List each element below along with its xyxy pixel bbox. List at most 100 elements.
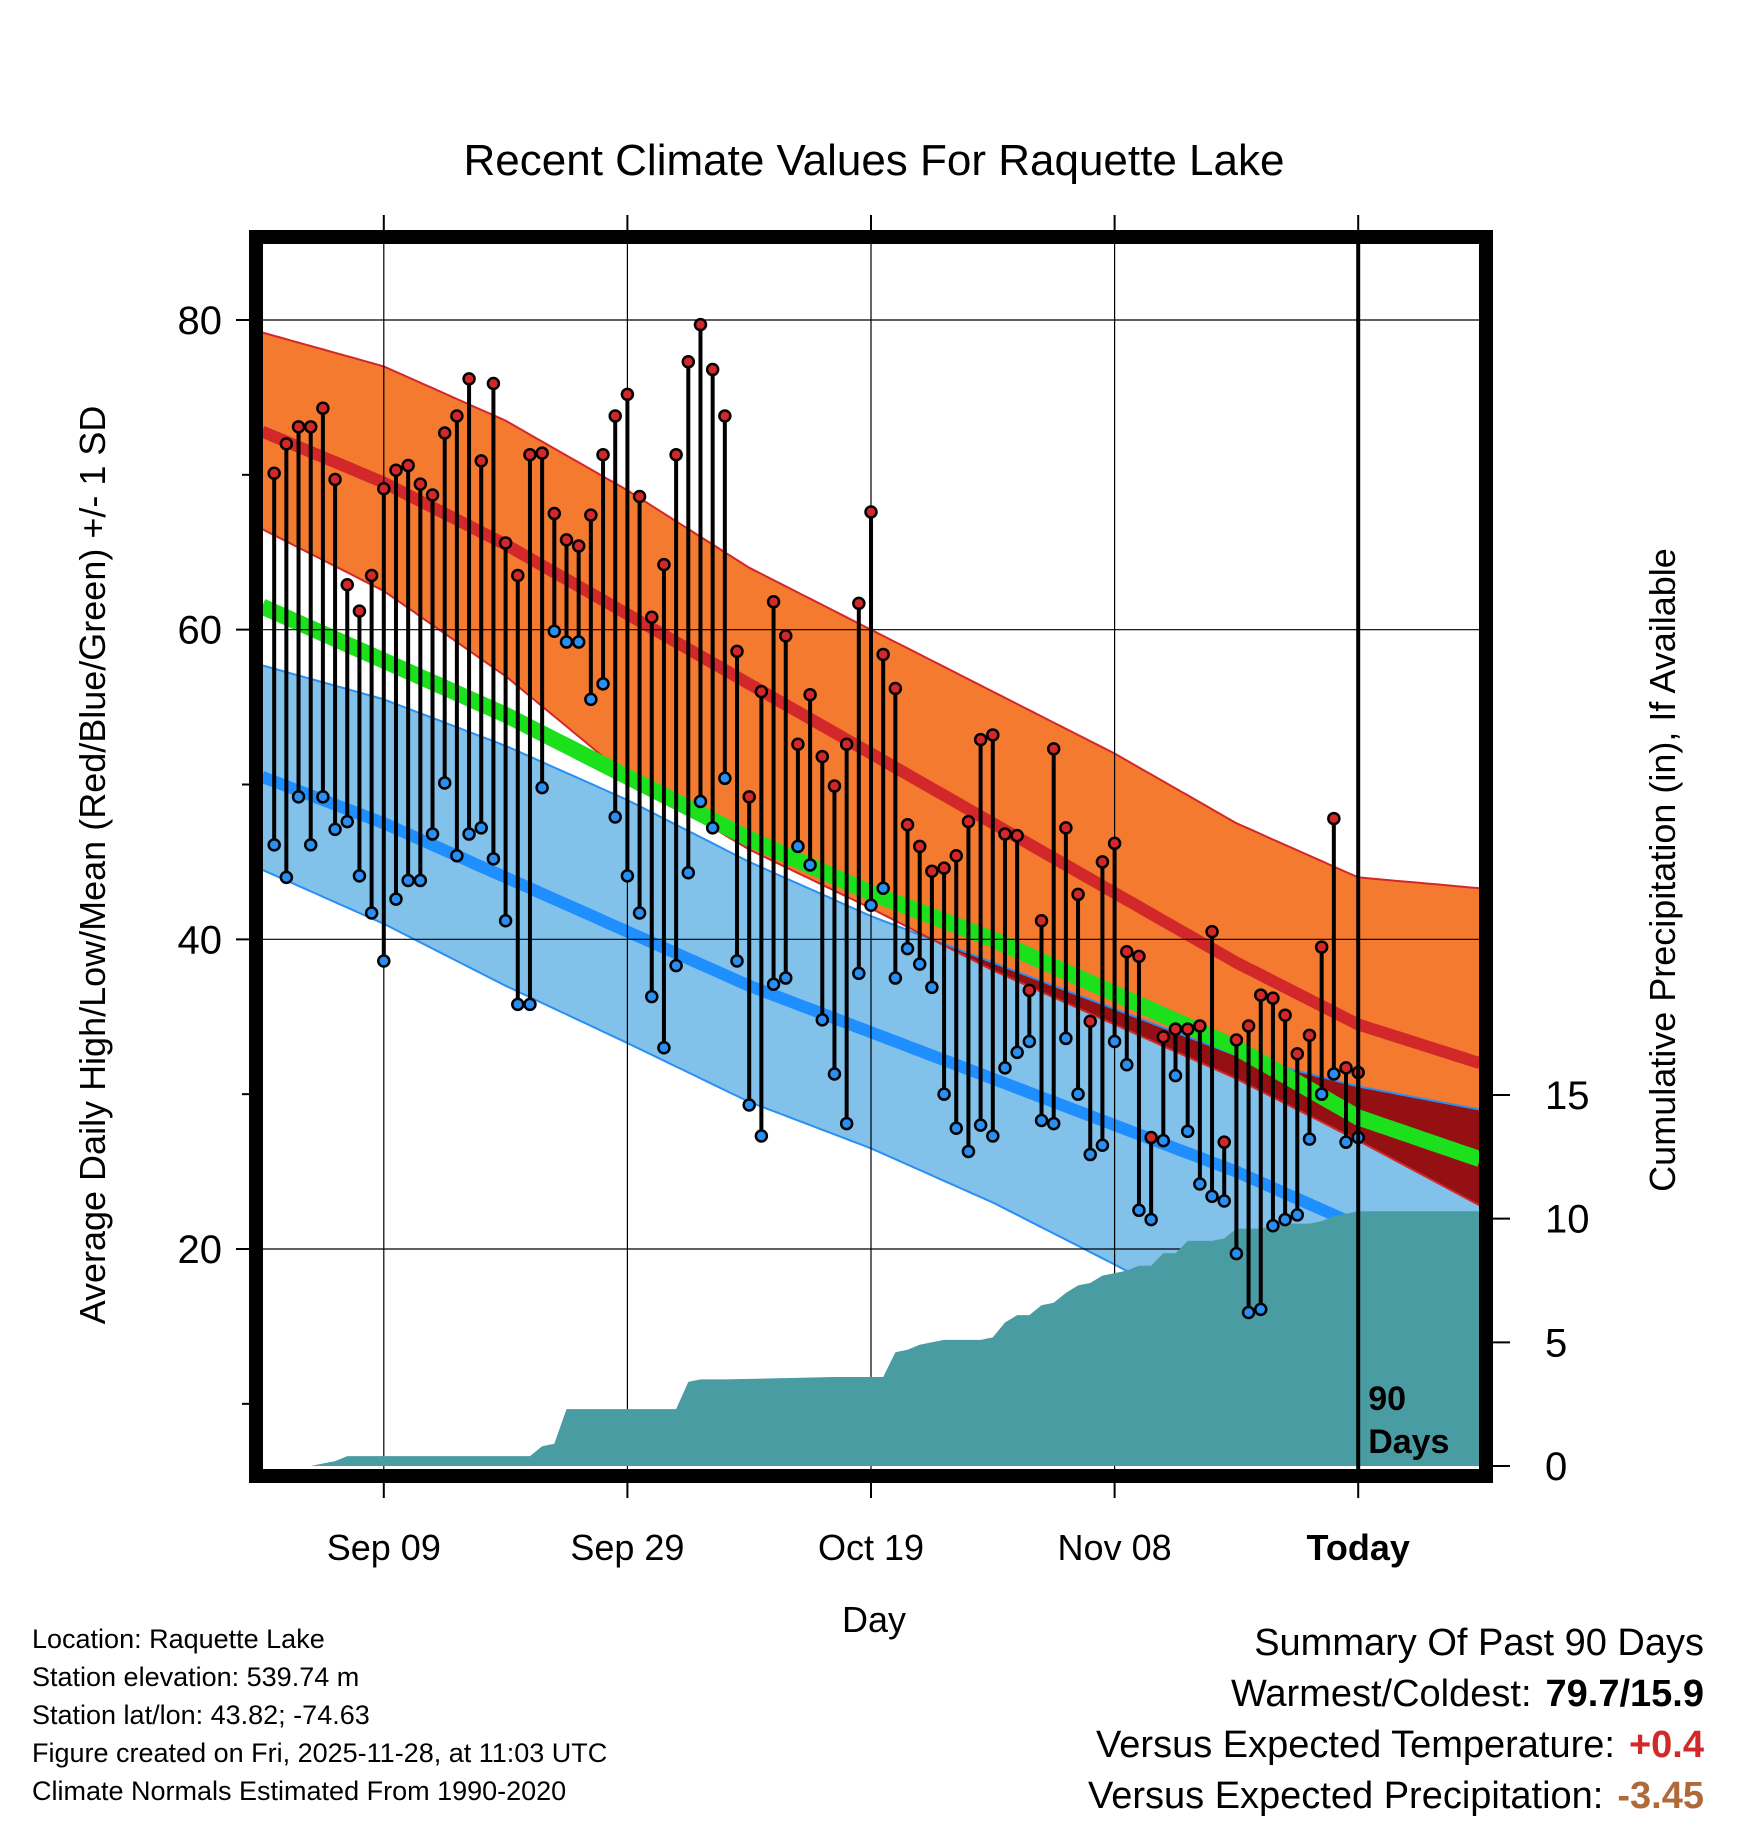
warm-cold-value: 79.7/15.9 [1545,1673,1704,1715]
obs-high-point [1059,821,1073,835]
obs-low-point [316,790,330,804]
obs-low-point [450,848,464,863]
obs-high-point [632,489,647,504]
obs-high-point [1327,811,1341,826]
obs-low-point [1046,1116,1061,1131]
obs-low-point [998,1061,1012,1075]
obs-low-point [1180,1124,1195,1139]
obs-low-point [413,873,428,888]
obs-low-point [535,780,549,795]
obs-low-point [1095,1138,1110,1153]
obs-high-point [791,737,805,751]
obs-high-point [1107,836,1122,851]
obs-high-point [998,827,1012,841]
obs-high-point [839,737,854,751]
obs-high-point [1180,1022,1195,1036]
obs-low-point [1083,1147,1097,1162]
obs-low-point [778,971,793,985]
x-tick-label: Sep 29 [570,1527,684,1568]
obs-low-point [754,1129,769,1143]
obs-low-point [389,892,403,906]
obs-high-point [827,779,842,793]
obs-low-point [925,980,939,995]
obs-low-point [1327,1067,1341,1081]
obs-low-point [267,838,281,852]
obs-high-point [657,557,671,572]
obs-low-point [462,827,476,841]
obs-high-point [1168,1022,1183,1036]
warm-cold-label: Warmest/Coldest: [1230,1673,1532,1715]
obs-high-point [1193,1019,1207,1033]
obs-low-point [839,1116,854,1131]
info-elevation: Station elevation: 539.74 m [32,1662,360,1692]
obs-high-point [876,647,890,662]
obs-low-point [766,977,781,991]
precip-area [262,1211,1480,1466]
obs-low-point [1339,1135,1353,1149]
obs-low-point [401,873,415,888]
obs-high-point [291,420,306,434]
obs-low-point [328,822,342,837]
obs-high-point [498,536,513,550]
obs-low-point [645,989,659,1004]
obs-high-point [681,355,696,369]
obs-high-point [815,749,830,764]
today-label-unit: Days [1368,1423,1449,1461]
obs-high-point [1254,988,1268,1002]
x-tick-label: Today [1307,1527,1410,1568]
obs-low-point [1302,1132,1317,1146]
obs-low-point [1120,1057,1134,1072]
obs-low-point [303,838,318,852]
obs-low-point [949,1121,964,1135]
obs-low-point [718,771,732,786]
obs-high-point [462,372,476,386]
obs-low-point [791,839,805,854]
info-normals: Climate Normals Estimated From 1990-2020 [32,1776,567,1806]
obs-low-point [1278,1212,1292,1227]
obs-low-point [571,635,586,649]
obs-low-point [693,794,708,809]
obs-high-point [1302,1028,1317,1043]
obs-low-point [730,954,744,968]
axes: 20 40 60 80 0 5 10 15 Sep 09 Sep 29 Oct 19 Nov 08 To… [178,215,1590,1568]
obs-low-point [1071,1087,1085,1101]
plot-area: 90 Days [262,243,1480,1470]
obs-high-point [1132,949,1146,964]
obs-high-point [1314,940,1329,954]
obs-low-point [681,866,696,880]
info-created: Figure created on Fri, 2025-11-28, at 11… [32,1738,608,1768]
obs-low-point [1034,1113,1049,1128]
obs-high-point [1144,1130,1158,1145]
obs-high-point [401,458,415,473]
obs-low-point [852,966,866,981]
obs-high-point [803,687,817,702]
info-location: Location: Raquette Lake [32,1624,325,1654]
obs-low-point [657,1040,671,1055]
obs-high-point [559,533,574,547]
obs-high-point [584,508,598,522]
obs-high-point [912,839,927,854]
obs-low-point [1254,1302,1268,1317]
obs-low-point [1205,1189,1219,1204]
obs-high-point [279,437,294,451]
summary-temp: Versus Expected Temperature: +0.4 [1088,1720,1704,1771]
obs-low-point [1217,1194,1231,1208]
obs-low-point [547,624,562,638]
obs-high-point [1278,1008,1292,1022]
obs-high-point [450,409,464,423]
obs-high-point [1205,924,1219,939]
obs-low-point [291,790,306,804]
obs-high-point [925,864,939,878]
obs-high-point [973,732,988,747]
obs-low-point [888,971,903,985]
temp-label: Versus Expected Temperature: [1096,1724,1615,1766]
obs-high-point [486,376,501,391]
obs-high-point [377,482,391,496]
obs-high-point [1217,1135,1231,1149]
obs-high-point [1339,1061,1353,1075]
obs-low-point [1193,1177,1207,1191]
obs-high-point [1071,887,1085,902]
obs-low-point [596,677,610,691]
obs-high-point [571,539,586,553]
obs-low-point [803,858,817,872]
